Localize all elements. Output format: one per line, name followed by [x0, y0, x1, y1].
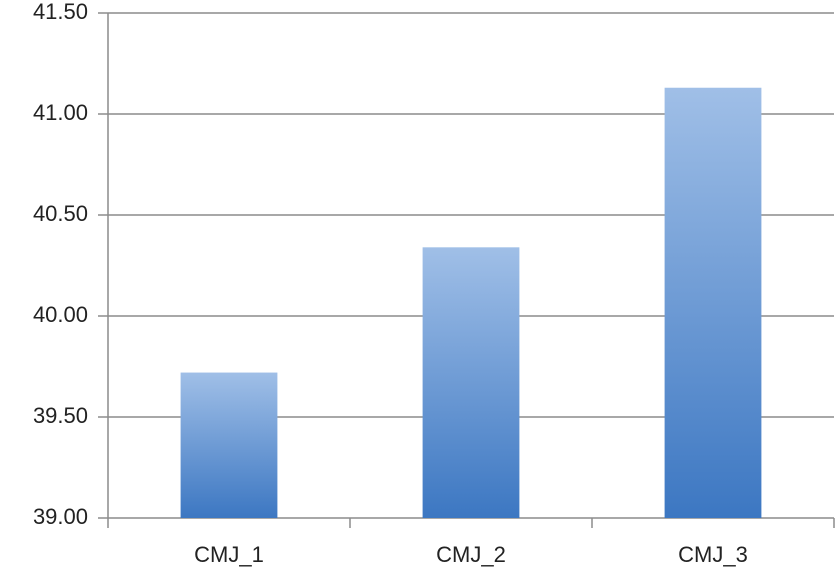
x-tick-label: CMJ_3 — [678, 542, 748, 567]
y-tick-label: 41.00 — [33, 100, 88, 125]
y-tick-label: 41.50 — [33, 0, 88, 24]
y-tick-label: 39.50 — [33, 403, 88, 428]
bar — [180, 372, 278, 518]
bar — [664, 87, 762, 519]
y-tick-label: 40.50 — [33, 201, 88, 226]
bar — [422, 247, 520, 518]
y-tick-label: 39.00 — [33, 504, 88, 529]
x-tick-label: CMJ_1 — [194, 542, 264, 567]
y-tick-label: 40.00 — [33, 302, 88, 327]
x-tick-label: CMJ_2 — [436, 542, 506, 567]
